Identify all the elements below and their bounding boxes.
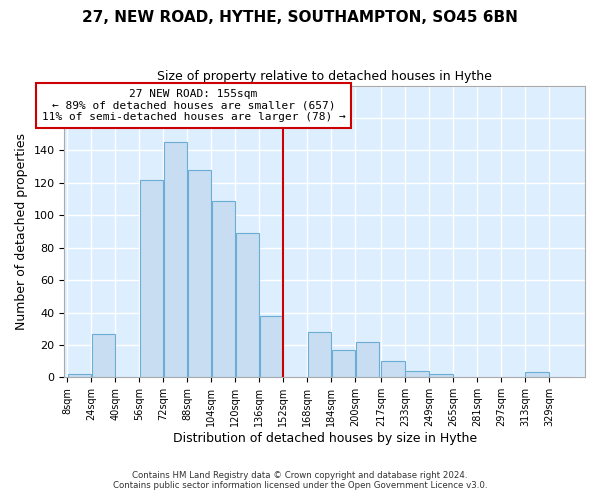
Bar: [92, 334, 115, 378]
Bar: [381, 361, 405, 378]
Bar: [525, 372, 549, 378]
Bar: [164, 142, 187, 378]
Bar: [212, 200, 235, 378]
Bar: [332, 350, 355, 378]
Y-axis label: Number of detached properties: Number of detached properties: [15, 133, 28, 330]
Text: 27 NEW ROAD: 155sqm
← 89% of detached houses are smaller (657)
11% of semi-detac: 27 NEW ROAD: 155sqm ← 89% of detached ho…: [41, 89, 346, 122]
X-axis label: Distribution of detached houses by size in Hythe: Distribution of detached houses by size …: [173, 432, 477, 445]
Bar: [405, 371, 429, 378]
Bar: [188, 170, 211, 378]
Bar: [140, 180, 163, 378]
Text: 27, NEW ROAD, HYTHE, SOUTHAMPTON, SO45 6BN: 27, NEW ROAD, HYTHE, SOUTHAMPTON, SO45 6…: [82, 10, 518, 25]
Title: Size of property relative to detached houses in Hythe: Size of property relative to detached ho…: [157, 70, 492, 83]
Bar: [429, 374, 453, 378]
Bar: [68, 374, 91, 378]
Bar: [356, 342, 379, 378]
Bar: [260, 316, 283, 378]
Bar: [308, 332, 331, 378]
Bar: [236, 233, 259, 378]
Text: Contains HM Land Registry data © Crown copyright and database right 2024.
Contai: Contains HM Land Registry data © Crown c…: [113, 470, 487, 490]
